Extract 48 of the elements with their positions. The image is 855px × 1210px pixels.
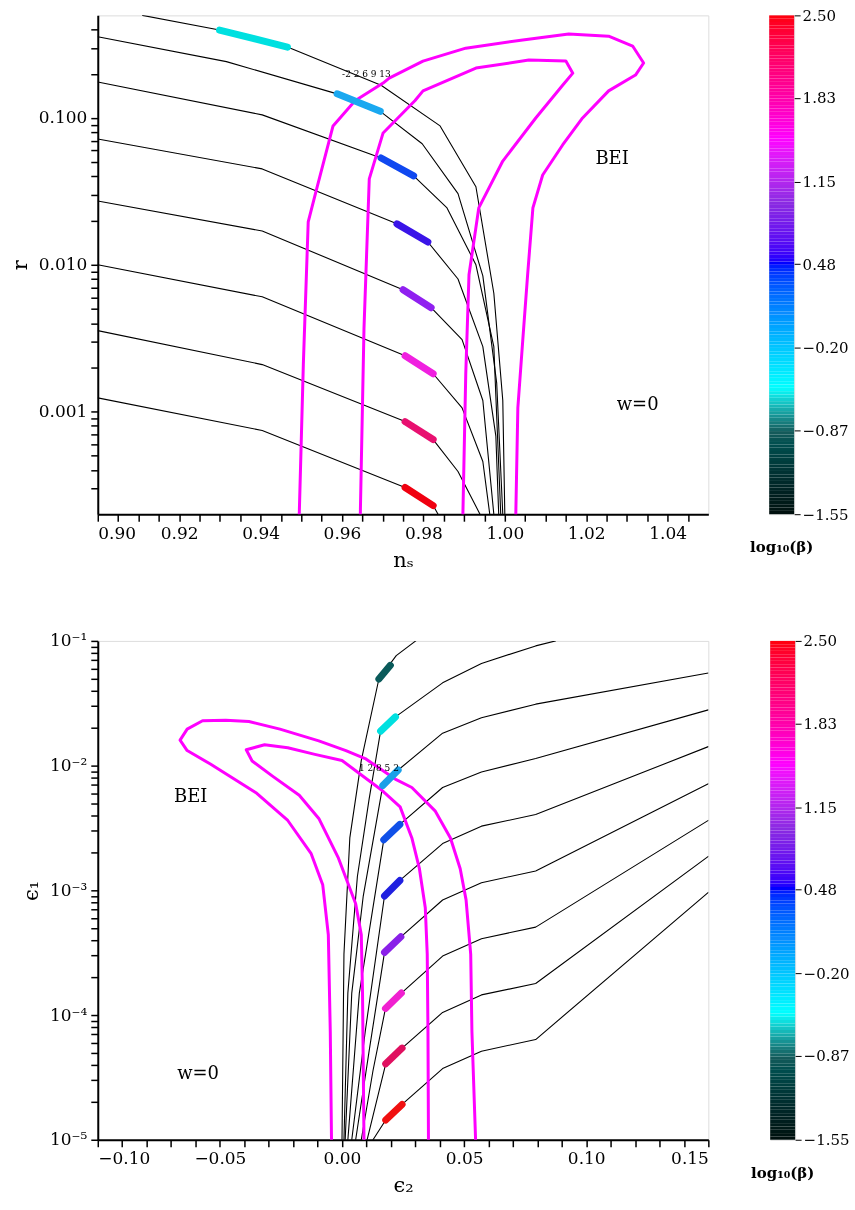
y-tick-label: 0.010 [38, 254, 88, 275]
x-tick-label: 0.00 [323, 1148, 362, 1169]
color-bar-label: −0.87 [802, 421, 849, 440]
color-bar-label: 1.83 [802, 89, 836, 108]
color-bar-title: log₁₀(β) [751, 1163, 815, 1182]
x-tick-label: −0.05 [194, 1148, 247, 1169]
color-bar-label: 1.83 [803, 714, 837, 733]
y-axis-title: r [7, 259, 32, 271]
x-tick-label: 0.15 [671, 1148, 709, 1169]
y-tick-label: 10⁻² [49, 755, 88, 776]
annotation: 1 2 8 5 2 [358, 762, 399, 773]
x-tick-label: 1.04 [649, 522, 688, 543]
x-tick-label: 0.10 [567, 1148, 606, 1169]
annotation: -2 2 6 9 13 [342, 68, 392, 79]
color-bar-label: 2.50 [803, 632, 837, 651]
color-bar-label: −0.87 [803, 1047, 850, 1066]
x-tick-label: 0.92 [160, 522, 199, 543]
annotation: w=0 [177, 1061, 219, 1083]
x-tick-label: 1.00 [486, 522, 525, 543]
x-tick-label: 0.96 [323, 522, 362, 543]
annotation: BEI [595, 146, 629, 168]
x-tick-label: 0.94 [242, 522, 280, 543]
color-bar-label: 2.50 [802, 6, 836, 25]
color-bar-label: 0.48 [802, 255, 836, 274]
annotation: w=0 [616, 393, 659, 415]
y-tick-label: 10⁻⁵ [49, 1129, 88, 1150]
x-tick-label: 0.05 [445, 1148, 484, 1169]
y-tick-label: 0.001 [38, 401, 88, 422]
color-bar-label: 0.48 [803, 881, 837, 900]
color-bar-label: 1.15 [802, 173, 836, 192]
y-tick-label: 10⁻³ [49, 879, 88, 900]
color-bar-title: log₁₀(β) [750, 538, 814, 557]
x-tick-label: 0.98 [405, 522, 443, 543]
y-tick-label: 10⁻⁴ [49, 1004, 88, 1025]
annotation: BEI [174, 784, 208, 806]
x-tick-label: 0.90 [98, 522, 137, 543]
color-bar-label: −0.20 [802, 339, 849, 358]
color-bar-label: −1.55 [803, 1131, 850, 1150]
y-axis-title: ϵ₁ [18, 880, 43, 901]
color-bar-label: −0.20 [803, 964, 850, 983]
x-axis-title: nₛ [393, 547, 414, 572]
x-axis-title: ϵ₂ [393, 1173, 414, 1198]
y-tick-label: 10⁻¹ [49, 630, 88, 651]
color-bar-label: −1.55 [802, 505, 849, 524]
x-tick-label: 1.02 [567, 522, 606, 543]
color-bar-label: 1.15 [803, 798, 837, 817]
x-tick-label: −0.10 [98, 1148, 151, 1169]
y-tick-label: 0.100 [38, 107, 88, 128]
